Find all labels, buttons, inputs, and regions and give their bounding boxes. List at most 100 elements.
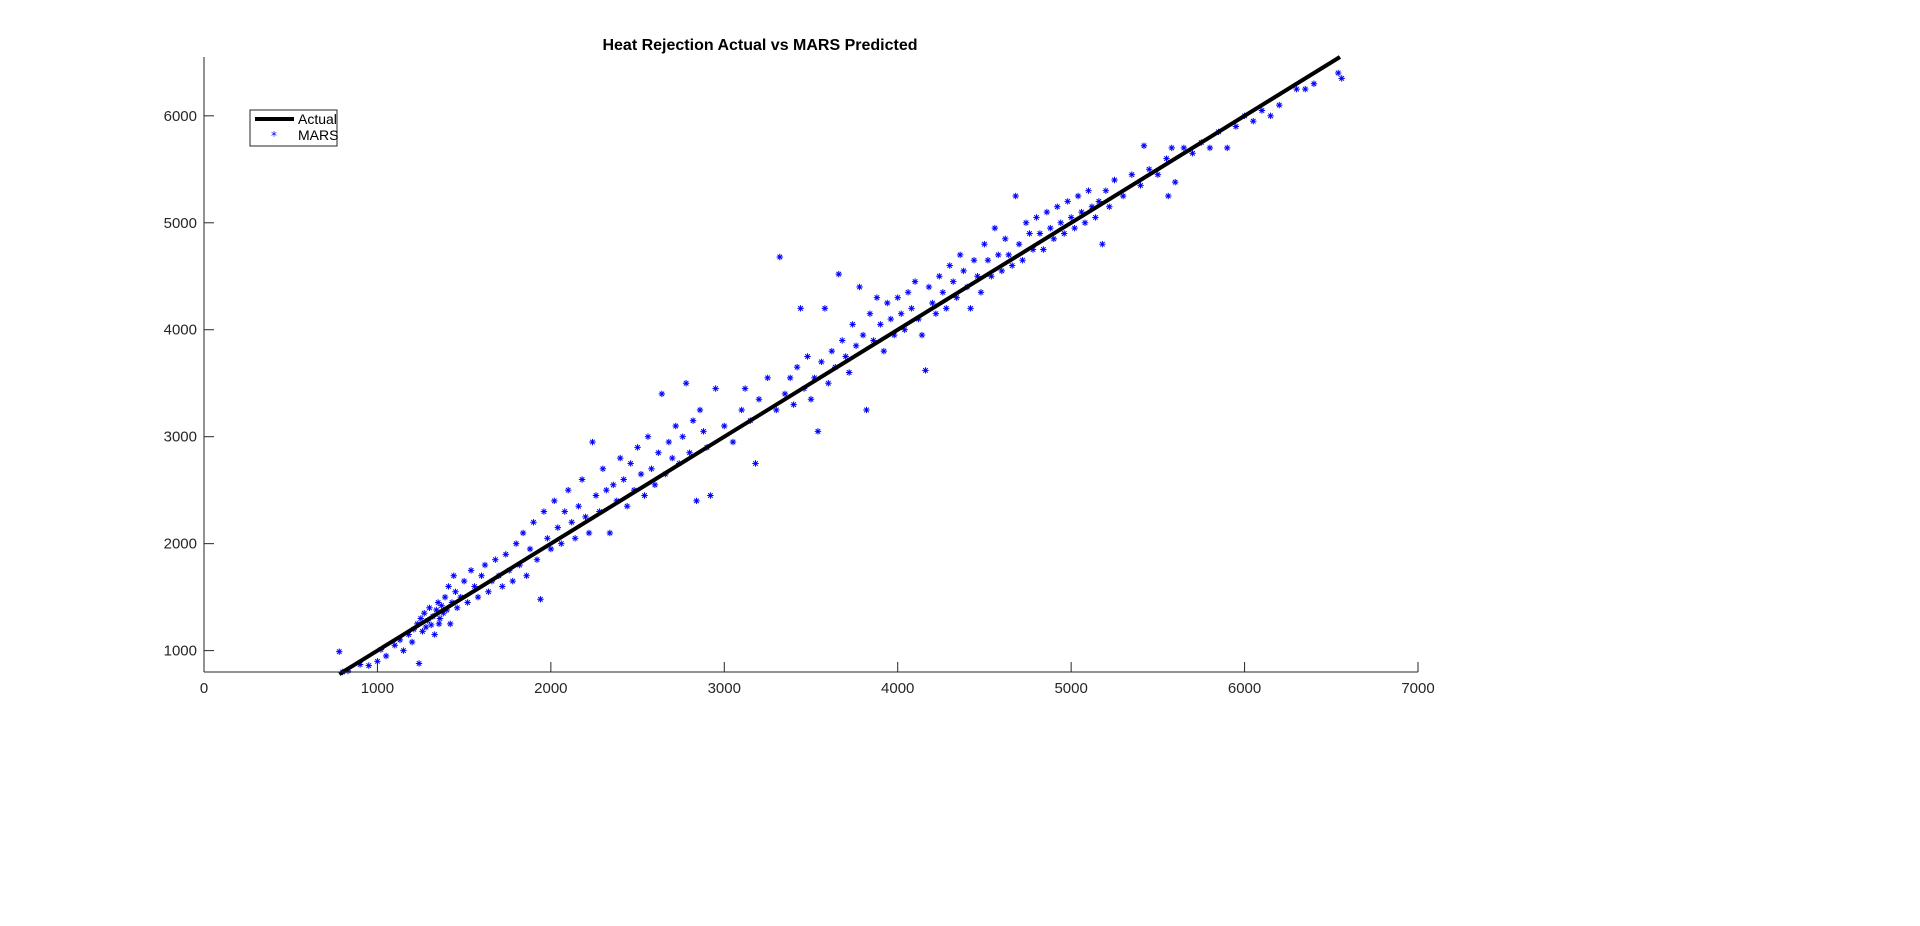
x-tick-label: 6000	[1228, 680, 1261, 697]
mars-point	[655, 449, 662, 456]
mars-point	[464, 599, 471, 606]
mars-point	[665, 438, 672, 446]
mars-point	[450, 572, 457, 579]
mars-point	[904, 289, 912, 296]
mars-point	[793, 363, 801, 371]
mars-point	[786, 374, 794, 382]
mars-point	[658, 390, 666, 398]
mars-point	[825, 380, 832, 387]
mars-point	[686, 449, 693, 456]
mars-point	[1206, 144, 1214, 152]
mars-point	[627, 460, 634, 467]
mars-point	[863, 406, 870, 414]
mars-point	[585, 529, 593, 537]
mars-point	[599, 465, 607, 472]
mars-point	[1061, 230, 1068, 237]
mars-point	[336, 648, 343, 655]
mars-point	[925, 283, 933, 291]
mars-point	[894, 294, 901, 301]
mars-point	[887, 315, 894, 323]
y-tick-label: 6000	[164, 108, 197, 125]
mars-point	[634, 444, 641, 451]
mars-point	[729, 438, 737, 446]
mars-point	[523, 572, 530, 579]
mars-point	[526, 545, 534, 553]
plot-area	[336, 55, 1345, 676]
mars-point	[839, 337, 846, 344]
mars-point	[540, 508, 548, 515]
x-tick-label: 0	[200, 680, 208, 697]
mars-point	[1002, 235, 1009, 243]
mars-point	[679, 433, 686, 440]
mars-point	[943, 305, 950, 312]
mars-point	[981, 240, 988, 248]
mars-point	[537, 596, 544, 603]
mars-point	[509, 577, 516, 585]
legend-actual-label: Actual	[298, 111, 337, 127]
y-tick-label: 1000	[164, 643, 197, 660]
mars-point	[773, 406, 780, 414]
mars-point	[561, 508, 568, 515]
mars-point	[554, 524, 561, 531]
mars-point	[592, 492, 600, 499]
mars-point	[435, 620, 443, 628]
mars-point	[467, 567, 475, 574]
mars-point	[365, 662, 372, 669]
mars-point	[400, 647, 407, 654]
mars-point	[1040, 246, 1047, 253]
mars-point	[1102, 187, 1110, 194]
mars-point	[712, 385, 719, 392]
mars-point	[623, 503, 631, 510]
mars-point	[842, 353, 849, 360]
mars-point	[452, 588, 459, 595]
mars-point	[1057, 219, 1064, 226]
mars-point	[1106, 203, 1113, 210]
mars-point	[835, 270, 842, 278]
mars-point	[995, 251, 1002, 259]
mars-point	[568, 519, 575, 526]
mars-point	[571, 535, 579, 542]
mars-point	[764, 374, 771, 382]
mars-point	[438, 602, 445, 609]
mars-point	[897, 310, 905, 317]
mars-point	[804, 353, 811, 360]
mars-point	[1163, 155, 1170, 162]
mars-point	[1267, 112, 1274, 120]
mars-point	[431, 631, 438, 638]
mars-point	[492, 556, 499, 563]
mars-point	[1137, 182, 1144, 189]
mars-point	[856, 283, 863, 291]
mars-point	[1165, 192, 1172, 200]
x-tick-label: 4000	[881, 680, 914, 697]
mars-point	[738, 406, 745, 414]
axes: 0 1000 2000 3000 4000 5000 6000 7000 1000 2000 300…	[164, 57, 1435, 697]
legend-mars-marker: *	[271, 129, 277, 143]
mars-point	[1302, 85, 1309, 93]
mars-point	[1036, 230, 1044, 237]
mars-point	[1258, 107, 1266, 114]
mars-point	[1012, 192, 1019, 200]
mars-point	[956, 251, 964, 259]
mars-point	[960, 267, 967, 275]
mars-point	[422, 623, 430, 631]
mars-point	[998, 267, 1005, 275]
mars-point	[1043, 208, 1051, 216]
legend-box	[249, 109, 338, 147]
mars-point	[644, 433, 652, 440]
mars-point	[1092, 214, 1099, 221]
mars-point	[967, 305, 974, 312]
mars-point	[946, 262, 953, 269]
legend: Actual * MARS	[249, 109, 338, 147]
chart-title: Heat Rejection Actual vs MARS Predicted	[602, 37, 917, 54]
mars-point	[877, 321, 884, 328]
mars-point	[408, 638, 416, 646]
mars-point	[932, 310, 940, 317]
mars-point	[651, 481, 659, 489]
x-tick-label: 1000	[361, 680, 394, 697]
mars-point	[530, 519, 537, 526]
mars-point	[1005, 251, 1012, 259]
mars-point	[637, 470, 645, 478]
mars-point	[419, 628, 426, 635]
mars-point	[436, 615, 444, 622]
